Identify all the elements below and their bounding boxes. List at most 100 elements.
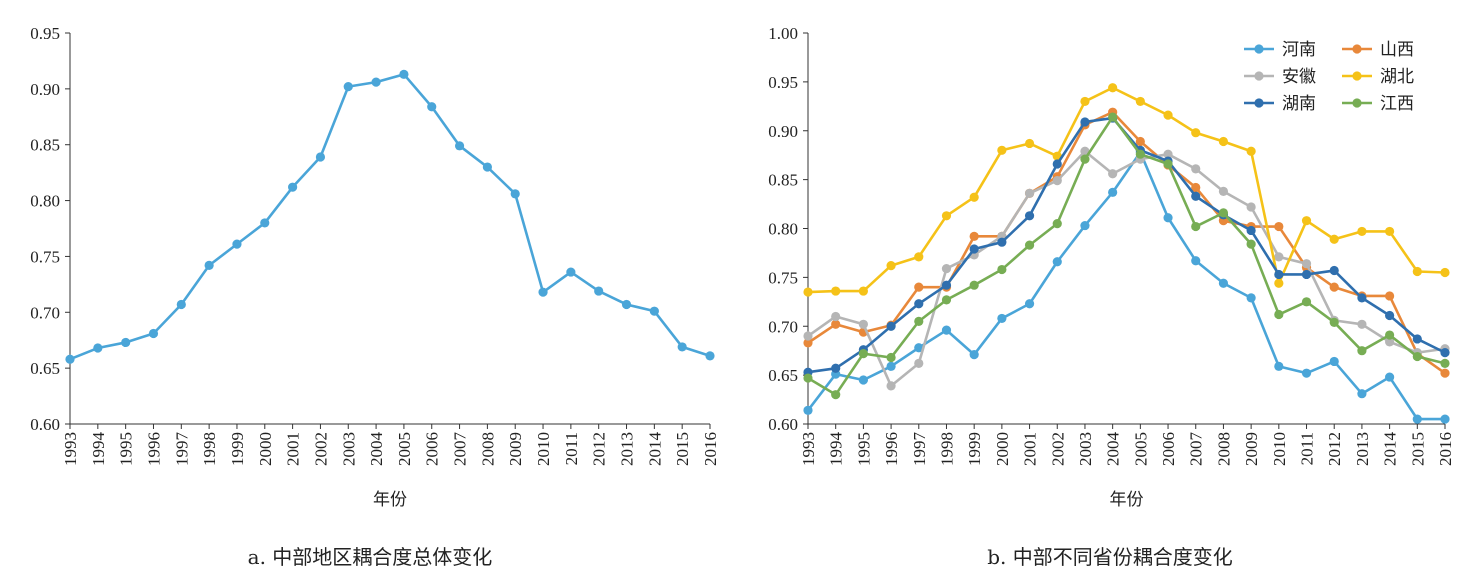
x-tick-label: 2004	[1104, 432, 1123, 467]
data-point	[204, 260, 214, 270]
data-point	[1191, 182, 1201, 193]
y-tick-label: 0.95	[30, 24, 60, 43]
data-point	[1246, 239, 1256, 249]
data-point	[482, 162, 492, 172]
data-point	[914, 282, 924, 292]
data-point	[1052, 176, 1062, 186]
data-point	[1163, 213, 1173, 223]
data-point	[1218, 278, 1229, 288]
legend-item: 山西	[1342, 40, 1414, 60]
series-江西	[803, 112, 1450, 400]
data-point	[1163, 149, 1173, 159]
y-tick-label: 0.60	[768, 415, 798, 434]
x-tick-label: 2002	[311, 432, 330, 466]
data-point	[969, 192, 979, 202]
data-point	[1246, 225, 1256, 236]
data-point	[997, 313, 1007, 324]
x-tick-label: 2011	[1298, 432, 1317, 465]
x-tick-label: 1993	[61, 432, 80, 466]
chart-caption: b. 中部不同省份耦合度变化	[987, 545, 1233, 569]
legend-item: 湖南	[1244, 94, 1316, 114]
data-point	[260, 218, 270, 228]
series-湖北	[803, 83, 1450, 297]
data-point	[1301, 269, 1312, 280]
x-tick-label: 2015	[673, 432, 692, 466]
x-tick-label: 2013	[618, 432, 637, 466]
chart-panel-a: 0.60 0.65 0.70 0.75 0.80 0.85 0.90 0.95 1993 1994…	[30, 24, 720, 569]
data-point	[941, 280, 952, 290]
x-tick-label: 2006	[1159, 432, 1178, 466]
data-point	[1080, 220, 1090, 231]
data-point	[803, 287, 813, 297]
legend-swatch-marker	[1352, 98, 1362, 108]
data-point	[1274, 361, 1284, 371]
x-tick-label: 2002	[1048, 432, 1067, 466]
x-tick-label: 2006	[423, 432, 442, 466]
legend-item: 安徽	[1244, 67, 1316, 87]
chart-panel-b: 0.60 0.65 0.70 0.75 0.80 0.85 0.90 0.95 1.00 1993…	[768, 24, 1455, 569]
legend-item: 湖北	[1342, 67, 1414, 87]
data-point	[969, 244, 979, 254]
x-tick-label: 1997	[172, 432, 191, 467]
data-point	[997, 264, 1007, 275]
data-point	[1274, 269, 1284, 280]
x-tick-label: 1993	[799, 432, 818, 466]
data-point	[288, 182, 298, 192]
x-tick-label: 2007	[1187, 432, 1206, 467]
data-point	[566, 267, 576, 277]
series-河南	[803, 147, 1450, 424]
data-point	[1357, 319, 1367, 329]
data-point	[1274, 221, 1284, 232]
y-tick-label: 0.90	[30, 80, 60, 99]
data-point	[1052, 159, 1062, 169]
data-point	[1357, 226, 1367, 237]
data-point	[1024, 188, 1035, 198]
x-tick-label: 2013	[1353, 432, 1372, 466]
y-tick-label: 0.80	[768, 220, 798, 239]
data-point	[1274, 278, 1284, 288]
series-line	[807, 115, 1446, 396]
legend-swatch-marker	[1254, 44, 1264, 54]
data-point	[1385, 310, 1395, 321]
legend-label: 山西	[1380, 40, 1414, 60]
series-line	[807, 86, 1446, 294]
data-point	[886, 361, 896, 371]
data-point	[1218, 136, 1229, 147]
legend-label: 河南	[1282, 40, 1316, 60]
legend-swatch-marker	[1254, 98, 1264, 108]
series-湖南	[803, 113, 1450, 377]
data-point	[831, 311, 841, 322]
x-tick-label: 2001	[284, 432, 303, 466]
data-point	[858, 375, 868, 385]
data-point	[1440, 348, 1450, 358]
data-point	[1191, 128, 1201, 138]
data-point	[1440, 368, 1450, 378]
data-point	[1329, 282, 1339, 292]
data-point	[1024, 240, 1035, 250]
series-line	[807, 110, 1446, 375]
data-point	[1357, 346, 1367, 356]
data-point	[1412, 266, 1422, 277]
data-point	[914, 343, 924, 353]
legend-label: 安徽	[1282, 67, 1316, 87]
series-line	[69, 73, 711, 361]
data-point	[1135, 96, 1145, 107]
data-point	[941, 211, 952, 221]
data-point	[232, 239, 242, 249]
x-tick-label: 2007	[451, 432, 470, 467]
legend-swatch-marker	[1352, 71, 1362, 81]
x-tick-label: 1995	[854, 432, 873, 466]
data-point	[831, 363, 841, 373]
data-point	[886, 261, 896, 271]
legend-item: 江西	[1342, 94, 1414, 114]
data-point	[886, 321, 896, 331]
data-point	[1108, 112, 1118, 122]
data-point	[1191, 221, 1201, 232]
data-point	[399, 69, 409, 79]
data-point	[1163, 110, 1173, 120]
data-point	[65, 354, 75, 364]
data-point	[1108, 187, 1118, 197]
data-point	[914, 358, 924, 368]
data-point	[315, 152, 326, 162]
data-point	[1301, 259, 1312, 269]
